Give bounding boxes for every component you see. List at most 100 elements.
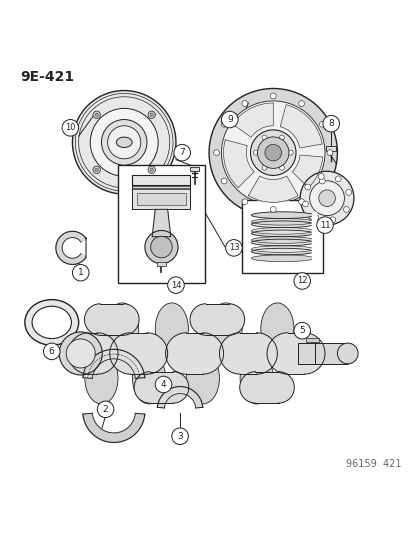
Circle shape	[221, 178, 226, 184]
Circle shape	[147, 166, 155, 174]
Text: 14: 14	[170, 281, 181, 289]
Circle shape	[312, 215, 318, 221]
Ellipse shape	[105, 303, 138, 354]
Circle shape	[76, 333, 118, 374]
Circle shape	[257, 137, 288, 168]
Bar	[306, 338, 318, 342]
Ellipse shape	[132, 353, 165, 404]
Text: 11: 11	[319, 221, 330, 230]
Polygon shape	[311, 212, 315, 225]
Circle shape	[165, 333, 206, 374]
Circle shape	[279, 135, 284, 140]
Circle shape	[107, 304, 139, 335]
Polygon shape	[251, 212, 313, 225]
Circle shape	[90, 108, 158, 176]
Circle shape	[319, 178, 325, 184]
Polygon shape	[232, 103, 273, 137]
Circle shape	[253, 150, 258, 155]
Polygon shape	[280, 104, 321, 148]
Circle shape	[109, 333, 151, 374]
Bar	[130, 333, 147, 374]
Circle shape	[95, 113, 98, 116]
Circle shape	[84, 304, 116, 335]
Circle shape	[72, 264, 89, 281]
Circle shape	[221, 101, 324, 204]
Circle shape	[261, 135, 266, 140]
Polygon shape	[152, 209, 170, 237]
Ellipse shape	[85, 353, 118, 404]
Ellipse shape	[155, 303, 188, 354]
Circle shape	[235, 333, 277, 374]
Circle shape	[145, 230, 178, 264]
Circle shape	[304, 184, 310, 190]
Text: 1: 1	[78, 268, 83, 277]
Circle shape	[93, 166, 100, 174]
Text: 96159  421: 96159 421	[345, 458, 401, 469]
Circle shape	[239, 372, 271, 403]
Circle shape	[299, 171, 353, 225]
Circle shape	[329, 217, 335, 223]
Circle shape	[309, 181, 344, 215]
Circle shape	[326, 150, 332, 156]
Circle shape	[59, 332, 102, 375]
Bar	[100, 304, 123, 335]
Text: 6: 6	[49, 347, 55, 356]
Circle shape	[337, 343, 357, 364]
Circle shape	[95, 168, 98, 172]
Ellipse shape	[32, 306, 71, 338]
Bar	[255, 372, 278, 403]
Text: 8: 8	[328, 119, 333, 128]
Circle shape	[322, 115, 339, 132]
Circle shape	[43, 343, 60, 360]
Text: 9E-421: 9E-421	[21, 70, 75, 84]
Circle shape	[213, 304, 244, 335]
Bar	[132, 184, 190, 209]
Circle shape	[279, 165, 284, 170]
Circle shape	[167, 277, 184, 293]
Circle shape	[221, 111, 237, 128]
Circle shape	[343, 206, 349, 212]
Polygon shape	[251, 239, 313, 253]
Ellipse shape	[25, 300, 78, 345]
Polygon shape	[157, 386, 202, 408]
Circle shape	[93, 111, 100, 118]
Bar	[150, 372, 173, 403]
Circle shape	[150, 168, 153, 172]
Polygon shape	[292, 155, 322, 188]
Circle shape	[293, 273, 310, 289]
Bar	[132, 175, 190, 184]
Circle shape	[318, 174, 323, 180]
Bar	[297, 343, 347, 364]
Bar	[190, 167, 198, 171]
Circle shape	[266, 333, 308, 374]
Circle shape	[150, 236, 172, 258]
Bar	[136, 193, 186, 205]
Bar	[157, 262, 165, 265]
Polygon shape	[83, 349, 145, 378]
Circle shape	[287, 150, 292, 155]
Circle shape	[264, 144, 281, 161]
Circle shape	[270, 206, 275, 212]
Circle shape	[66, 339, 95, 368]
Circle shape	[134, 372, 165, 403]
Circle shape	[68, 333, 109, 374]
Circle shape	[261, 165, 266, 170]
Polygon shape	[251, 248, 313, 262]
Text: 10: 10	[65, 123, 76, 132]
Circle shape	[241, 199, 247, 205]
Bar	[240, 333, 256, 374]
Circle shape	[155, 376, 171, 393]
Circle shape	[262, 372, 294, 403]
Polygon shape	[311, 239, 315, 253]
Polygon shape	[311, 221, 315, 234]
Polygon shape	[248, 176, 297, 203]
Circle shape	[101, 119, 147, 165]
Circle shape	[62, 119, 78, 136]
Text: 5: 5	[299, 326, 304, 335]
Circle shape	[219, 333, 260, 374]
Circle shape	[283, 333, 324, 374]
Circle shape	[126, 333, 167, 374]
Circle shape	[241, 101, 247, 107]
Polygon shape	[56, 231, 86, 264]
Text: 7: 7	[179, 148, 185, 157]
